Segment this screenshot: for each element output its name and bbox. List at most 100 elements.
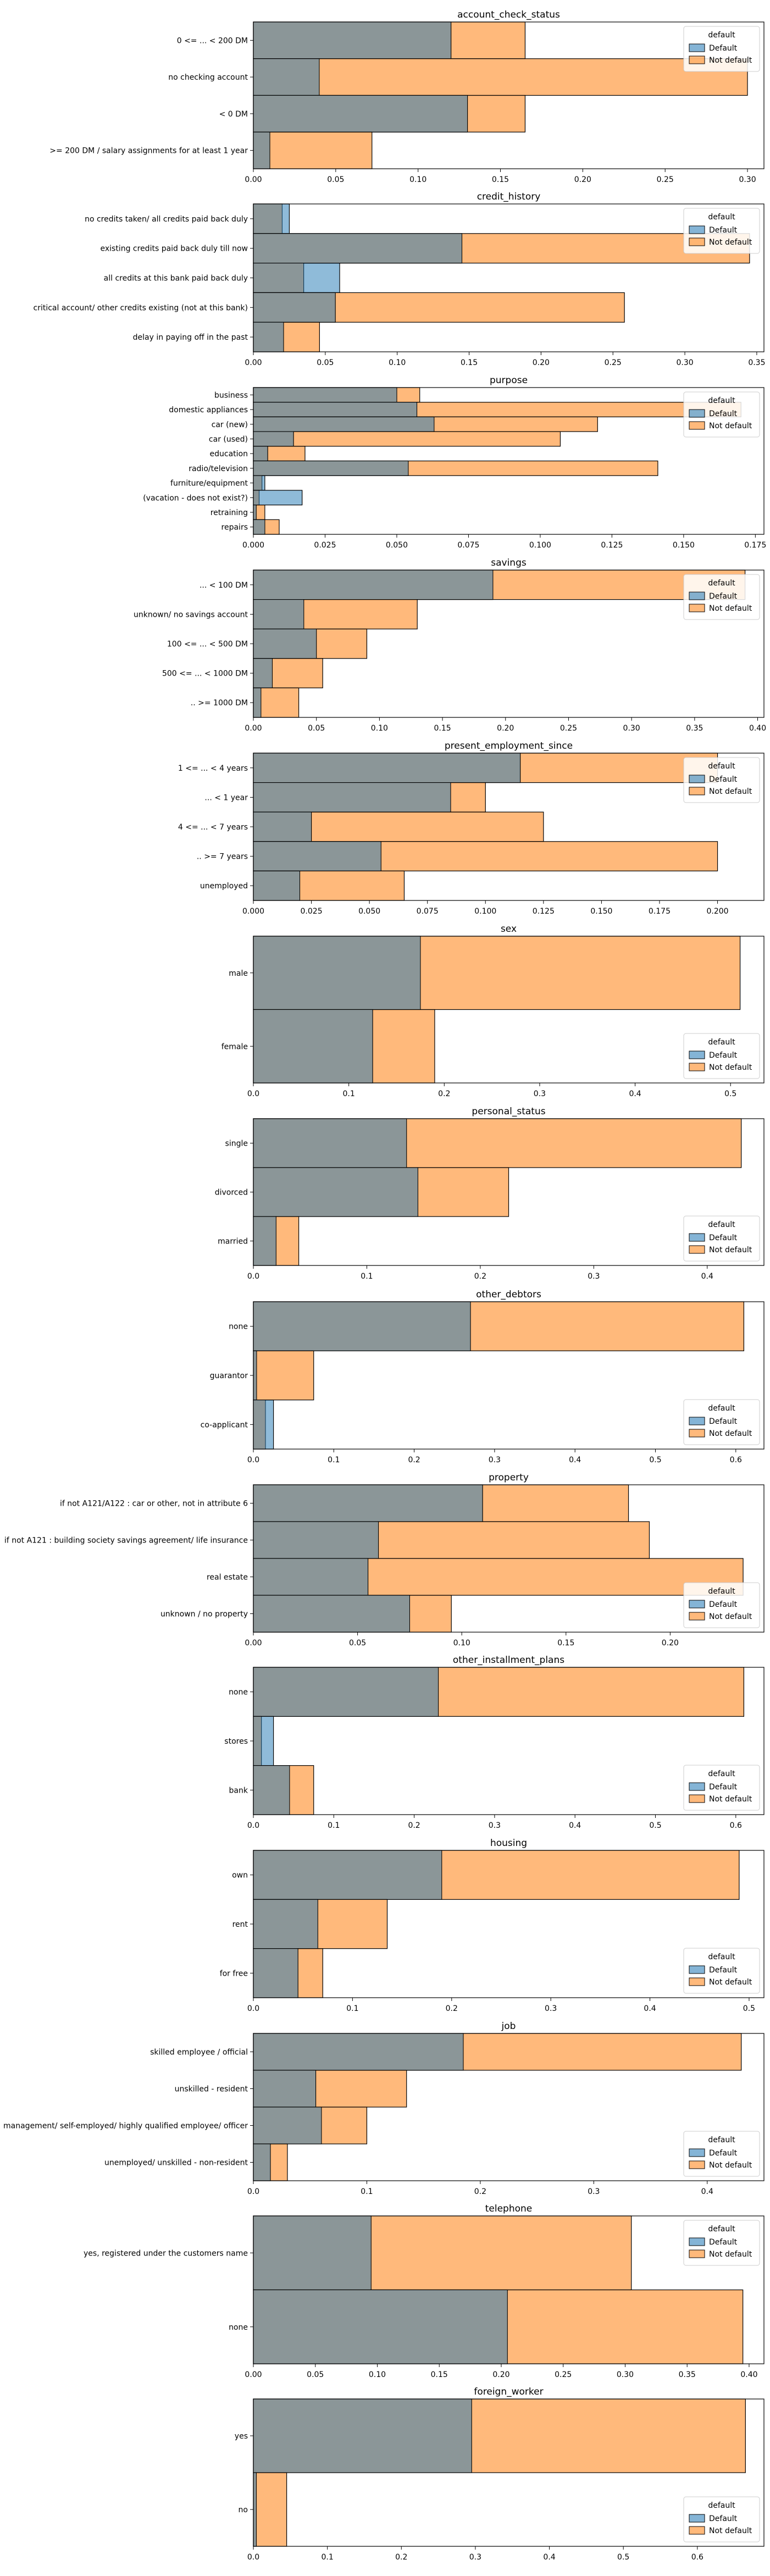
legend-swatch xyxy=(689,1965,705,1974)
legend-label: Default xyxy=(709,1234,738,1242)
y-tick-label: .. >= 1000 DM xyxy=(191,699,248,707)
x-tick-label: 0.30 xyxy=(676,358,693,367)
legend-swatch xyxy=(689,43,705,52)
bar-overlap xyxy=(253,1850,442,1899)
x-tick-label: 0.4 xyxy=(569,1821,581,1830)
x-tick-label: 0.0 xyxy=(247,2187,259,2196)
bar-overlap xyxy=(253,1217,276,1265)
y-tick-label: < 0 DM xyxy=(219,110,248,119)
legend-swatch xyxy=(689,2249,705,2258)
legend-swatch xyxy=(689,2148,705,2157)
bar-overlap xyxy=(253,263,303,292)
x-tick-label: 0.15 xyxy=(461,358,478,367)
x-tick-label: 0.1 xyxy=(322,2553,334,2562)
legend: default Default Not default xyxy=(683,208,760,254)
legend-label: Not default xyxy=(709,422,752,430)
legend-title: default xyxy=(708,2501,735,2510)
axes-frame xyxy=(253,1850,765,1998)
chart-title: account_check_status xyxy=(457,9,560,20)
legend-label: Default xyxy=(709,2149,738,2158)
bar-overlap xyxy=(253,1168,418,1217)
legend-swatch xyxy=(689,1782,705,1791)
x-tick-label: 0.40 xyxy=(749,724,766,733)
y-tick-label: repairs xyxy=(221,523,248,532)
x-tick-label: 0.10 xyxy=(371,724,388,733)
legend-label: Not default xyxy=(709,1795,752,1804)
axes-frame xyxy=(253,1301,765,1450)
legend-swatch xyxy=(689,1417,705,1425)
legend: default Default Not default xyxy=(683,2496,760,2542)
bar-default xyxy=(253,490,303,506)
y-tick-label: real estate xyxy=(207,1573,248,1582)
bar-overlap xyxy=(253,1485,483,1522)
x-tick-label: 0.3 xyxy=(534,1090,546,1098)
x-tick-label: 0.00 xyxy=(245,1639,262,1648)
legend-swatch xyxy=(689,1429,705,1438)
x-tick-label: 0.05 xyxy=(327,175,344,184)
chart-title: foreign_worker xyxy=(474,2386,543,2397)
y-tick-label: yes xyxy=(235,2432,248,2441)
legend: default Default Not default xyxy=(683,574,760,620)
x-tick-label: 0.2 xyxy=(408,1456,420,1464)
bar-overlap xyxy=(253,417,434,432)
legend-swatch xyxy=(689,1612,705,1621)
bar-overlap xyxy=(253,2216,371,2290)
y-tick-label: stores xyxy=(224,1737,248,1746)
legend-swatch xyxy=(689,56,705,64)
x-tick-label: 0.000 xyxy=(242,541,264,550)
x-tick-label: 0.10 xyxy=(453,1639,470,1648)
bar-overlap xyxy=(253,2107,322,2144)
bar-overlap xyxy=(253,1351,257,1400)
x-tick-label: 0.2 xyxy=(438,1090,450,1098)
axes-frame xyxy=(253,387,765,535)
legend-title: default xyxy=(708,1220,735,1229)
x-tick-label: 0.5 xyxy=(649,1821,661,1830)
bar-overlap xyxy=(253,600,304,629)
y-tick-label: 0 <= ... < 200 DM xyxy=(177,36,248,45)
chart-title: savings xyxy=(491,557,527,568)
y-tick-label: .. >= 7 years xyxy=(197,853,248,861)
y-tick-label: ... < 1 year xyxy=(204,793,248,802)
bar-overlap xyxy=(253,1119,407,1168)
legend-title: default xyxy=(708,213,735,222)
bar-overlap xyxy=(253,1302,470,1351)
legend: default Default Not default xyxy=(683,1215,760,1262)
x-tick-label: 0.25 xyxy=(555,2370,572,2379)
y-tick-label: no credits taken/ all credits paid back … xyxy=(85,215,248,224)
y-tick-label: none xyxy=(229,1688,248,1697)
bar-overlap xyxy=(253,1766,290,1815)
chart-title: property xyxy=(489,1472,529,1483)
bar-overlap xyxy=(253,812,311,842)
legend-label: Not default xyxy=(709,1612,752,1621)
x-tick-label: 0.5 xyxy=(617,2553,629,2562)
legend: default Default Not default xyxy=(683,1948,760,1994)
legend-label: Not default xyxy=(709,1429,752,1438)
legend-swatch xyxy=(689,409,705,418)
bar-overlap xyxy=(253,659,272,688)
bar-overlap xyxy=(253,1400,265,1449)
x-tick-label: 0.3 xyxy=(489,1456,501,1464)
legend-swatch xyxy=(689,421,705,430)
x-tick-label: 0.1 xyxy=(346,2004,358,2013)
bar-overlap xyxy=(253,570,493,599)
x-tick-label: 0.075 xyxy=(457,541,479,550)
x-tick-label: 0.30 xyxy=(617,2370,634,2379)
y-tick-label: furniture/equipment xyxy=(170,479,248,488)
x-tick-label: 0.00 xyxy=(245,358,262,367)
x-tick-label: 0.0 xyxy=(247,1090,259,1098)
bar-overlap xyxy=(253,59,319,95)
x-tick-label: 0.175 xyxy=(649,907,671,916)
x-tick-label: 0.4 xyxy=(701,2187,713,2196)
bar-overlap xyxy=(253,505,256,519)
legend-swatch xyxy=(689,2514,705,2523)
bar-overlap xyxy=(253,1522,378,1558)
x-tick-label: 0.20 xyxy=(574,175,591,184)
bar-overlap xyxy=(253,2033,463,2070)
bar-overlap xyxy=(253,132,270,169)
x-tick-label: 0.100 xyxy=(474,907,496,916)
x-tick-label: 0.025 xyxy=(301,907,323,916)
bar-overlap xyxy=(253,1558,368,1595)
bar-overlap xyxy=(253,688,261,717)
y-tick-label: car (new) xyxy=(212,421,248,429)
x-tick-label: 0.00 xyxy=(245,724,262,733)
